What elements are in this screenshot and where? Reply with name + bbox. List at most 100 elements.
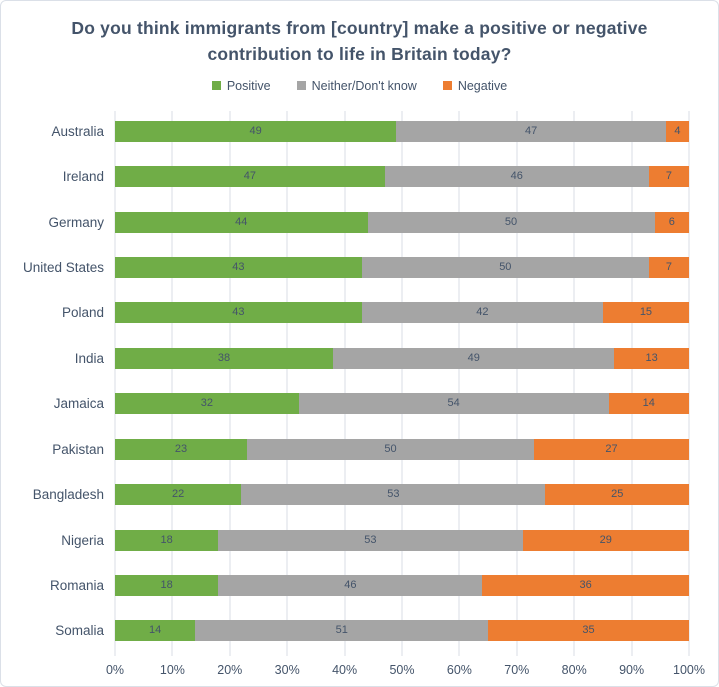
plot-area: Australia 49 47 4 Ireland 47 46 7 Germany 44 50 6 Un… (1, 109, 718, 684)
bar-row-jamaica: Jamaica 32 54 14 (1, 381, 689, 426)
category-label: Australia (51, 123, 104, 139)
legend-item-positive: Positive (211, 78, 271, 93)
x-tick-label: 40% (332, 662, 358, 677)
data-label: 18 (160, 533, 173, 546)
data-label: 18 (160, 578, 173, 591)
category-label: India (74, 350, 104, 366)
bar-segment-positive: 49 (115, 120, 397, 142)
data-label: 15 (639, 306, 653, 319)
bar-segment-negative: 15 (602, 302, 689, 324)
stacked-bar: 22 53 25 (115, 484, 689, 506)
bar-segment-negative: 36 (482, 574, 689, 596)
data-label: 38 (217, 351, 231, 364)
data-label: 44 (235, 215, 248, 228)
stacked-bar: 43 42 15 (115, 302, 689, 324)
bar-segment-positive: 47 (115, 166, 385, 188)
bar-segment-negative: 27 (534, 438, 689, 460)
data-label: 6 (668, 215, 675, 228)
bar-segment-positive: 38 (115, 347, 334, 369)
bar-segment-neither-don-t-know: 54 (298, 393, 609, 415)
bar-row-poland: Poland 43 42 15 (1, 290, 689, 335)
gridlines (114, 110, 690, 656)
stacked-bar: 38 49 13 (115, 347, 689, 369)
data-label: 43 (232, 306, 245, 319)
category-label: Germany (48, 214, 104, 230)
data-label: 54 (447, 397, 460, 410)
data-label: 25 (611, 488, 624, 501)
category-label: Poland (61, 305, 104, 321)
data-label: 22 (172, 488, 185, 501)
bar-segment-negative: 6 (654, 211, 689, 233)
data-label: 49 (249, 124, 262, 137)
bar-row-somalia: Somalia 14 51 35 (1, 608, 689, 653)
bar-segment-neither-don-t-know: 49 (333, 347, 615, 369)
legend-label: Neither/Don't know (311, 78, 417, 93)
legend: Positive Neither/Don't know Negative (1, 77, 718, 95)
bar-segment-positive: 43 (115, 256, 362, 278)
bar-segment-neither-don-t-know: 51 (195, 620, 489, 642)
legend-swatch-icon (296, 81, 306, 90)
bar-segment-positive: 18 (115, 574, 219, 596)
data-label: 4 (674, 124, 681, 137)
stacked-bar: 47 46 7 (115, 166, 689, 188)
bar-segment-neither-don-t-know: 47 (396, 120, 667, 142)
bar-rows: Australia 49 47 4 Ireland 47 46 7 Germany 44 50 6 Un… (1, 109, 689, 654)
gridline (516, 110, 518, 656)
bar-row-ireland: Ireland 47 46 7 (1, 154, 689, 199)
bar-segment-negative: 4 (666, 120, 689, 142)
stacked-bar: 49 47 4 (115, 120, 689, 142)
category-label: Jamaica (53, 396, 104, 412)
bar-segment-negative: 14 (608, 393, 689, 415)
bar-row-nigeria: Nigeria 18 53 29 (1, 517, 689, 562)
x-tick-label: 10% (159, 662, 185, 677)
legend-label: Positive (226, 78, 271, 93)
data-label: 50 (504, 215, 518, 228)
data-label: 51 (335, 624, 348, 637)
stacked-bar: 32 54 14 (115, 393, 689, 415)
legend-item-neither-don-t-know: Neither/Don't know (296, 78, 417, 93)
category-label: United States (22, 259, 104, 275)
category-label: Bangladesh (32, 487, 104, 503)
bar-row-germany: Germany 44 50 6 (1, 199, 689, 244)
stacked-bar: 43 50 7 (115, 256, 689, 278)
stacked-bar: 18 46 36 (115, 574, 689, 596)
data-label: 53 (364, 533, 377, 546)
bar-segment-positive: 44 (115, 211, 368, 233)
bar-segment-neither-don-t-know: 50 (367, 211, 655, 233)
x-tick-label: 30% (274, 662, 300, 677)
data-label: 13 (645, 351, 658, 364)
legend-label: Negative (457, 78, 508, 93)
data-label: 49 (467, 351, 480, 364)
data-label: 36 (579, 578, 592, 591)
bar-row-pakistan: Pakistan 23 50 27 (1, 426, 689, 471)
gridline (688, 110, 690, 656)
bar-segment-neither-don-t-know: 46 (218, 574, 483, 596)
bar-segment-positive: 22 (115, 484, 242, 506)
gridline (573, 110, 575, 656)
x-axis: 0% 10% 20% 30% 40% 50% 60% 70% 80% 90% 100% (106, 654, 705, 682)
x-tick-label: 20% (217, 662, 243, 677)
bar-row-india: India 38 49 13 (1, 336, 689, 381)
bar-segment-negative: 13 (614, 347, 689, 369)
x-tick-label: 70% (504, 662, 530, 677)
x-tick-label: 100% (673, 662, 705, 677)
bar-segment-negative: 7 (648, 256, 689, 278)
gridline (401, 110, 403, 656)
bar-segment-negative: 25 (545, 484, 689, 506)
data-label: 46 (510, 170, 523, 183)
gridline (286, 110, 288, 656)
gridline (114, 110, 116, 656)
bar-row-australia: Australia 49 47 4 (1, 109, 689, 154)
bar-segment-neither-don-t-know: 50 (247, 438, 535, 460)
category-label: Pakistan (52, 441, 104, 457)
category-label: Nigeria (61, 532, 104, 548)
gridline (171, 110, 173, 656)
gridline (458, 110, 460, 656)
data-label: 27 (605, 442, 618, 455)
bar-segment-negative: 35 (488, 620, 689, 642)
category-label: Ireland (62, 169, 104, 185)
bar-row-romania: Romania 18 46 36 (1, 563, 689, 608)
gridline (229, 110, 231, 656)
bar-segment-positive: 18 (115, 529, 219, 551)
